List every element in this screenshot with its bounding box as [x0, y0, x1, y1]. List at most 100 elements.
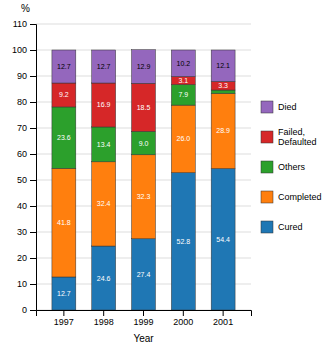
data-label: 7.9	[178, 91, 188, 98]
data-label: 54.4	[216, 236, 230, 243]
data-label: 12.7	[57, 63, 71, 70]
tick-mark	[63, 310, 64, 316]
bar	[132, 50, 156, 84]
tick-label: 80	[17, 97, 27, 107]
data-label: 9.2	[59, 91, 69, 98]
tick-mark	[30, 284, 36, 285]
legend-item: Others	[261, 161, 306, 173]
tick: 40	[17, 201, 36, 211]
tick: 1999	[133, 310, 153, 327]
bar-series	[52, 50, 235, 84]
tick: 0	[22, 305, 36, 315]
plot: 12.7 24.6 27.4 52.8 54.4 41.8 32.4 32.3 26.0 28.9…	[12, 3, 322, 344]
data-label: 10.2	[177, 60, 191, 67]
legend-label: Died	[278, 102, 297, 112]
legend-item: Died	[261, 101, 297, 113]
bar	[92, 246, 116, 310]
legend-swatch	[261, 161, 273, 173]
tick: 1997	[54, 310, 74, 327]
tick-mark	[30, 154, 36, 155]
legend-item: Cured	[261, 221, 303, 233]
grid	[36, 24, 251, 310]
tick: 90	[17, 71, 36, 81]
data-label: 12.9	[137, 63, 151, 70]
y-axis-title: %	[21, 3, 30, 14]
tick: 50	[17, 175, 36, 185]
tick-label: 90	[17, 71, 27, 81]
data-label: 32.3	[137, 193, 151, 200]
legend-item: Failed,Defaulted	[261, 127, 317, 147]
tick-mark	[30, 102, 36, 103]
legend: Died Failed,Defaulted Others Completed Cured	[261, 101, 322, 233]
tick-label: 30	[17, 227, 27, 237]
bar	[171, 85, 195, 106]
bars	[52, 50, 235, 310]
tick-label: 10	[17, 279, 27, 289]
data-labels: 12.7 24.6 27.4 52.8 54.4 41.8 32.4 32.3 26.0 28.9…	[57, 60, 230, 297]
tick-label: 2000	[173, 317, 193, 327]
tick-mark	[30, 310, 36, 311]
data-label: 9.0	[139, 140, 149, 147]
tick-label: 40	[17, 201, 27, 211]
bar	[211, 169, 235, 310]
grid-line	[36, 24, 251, 25]
bar	[52, 83, 76, 107]
bar-series	[52, 77, 235, 132]
bar	[211, 50, 235, 81]
data-label: 24.6	[97, 275, 111, 282]
data-label: 12.7	[97, 63, 111, 70]
data-label: 26.0	[177, 135, 191, 142]
data-label: 41.8	[57, 219, 71, 226]
bar	[92, 162, 116, 246]
tick-label: 60	[17, 149, 27, 159]
bar	[132, 131, 156, 154]
tick-label: 100	[12, 45, 27, 55]
tick: 60	[17, 149, 36, 159]
bar	[92, 127, 116, 162]
tick-label: 110	[13, 19, 27, 29]
bar	[171, 173, 195, 310]
bar	[171, 50, 195, 77]
bar	[211, 90, 235, 93]
data-label: 52.8	[177, 238, 191, 245]
data-label: 3.3	[218, 82, 228, 89]
legend-item: Completed	[261, 191, 322, 203]
tick-mark	[30, 24, 36, 25]
data-label: 3.1	[178, 77, 188, 84]
tick: 1998	[94, 310, 114, 327]
tick: 10	[17, 279, 36, 289]
tick-mark	[183, 310, 184, 316]
tick-mark	[30, 76, 36, 77]
x-axis: 1997 1998 1999 2000 2001	[37, 310, 252, 327]
tick-mark	[103, 310, 104, 316]
data-label: 12.7	[57, 290, 71, 297]
tick: 100	[12, 45, 36, 55]
bar	[171, 105, 195, 173]
tick-mark	[143, 310, 144, 316]
legend-swatch	[261, 221, 273, 233]
bar	[211, 93, 235, 168]
bar	[132, 155, 156, 239]
axis-line	[37, 311, 252, 317]
x-axis-title: Year	[133, 333, 154, 344]
data-label: 32.4	[97, 200, 111, 207]
data-label: 28.9	[216, 127, 230, 134]
legend-label: Completed	[278, 192, 322, 202]
legend-swatch	[261, 191, 273, 203]
tick: 20	[17, 253, 36, 263]
tick-label: 70	[17, 123, 27, 133]
bar	[92, 83, 116, 127]
tick-label: 0	[22, 305, 27, 315]
bar	[52, 50, 76, 83]
tick-mark	[30, 128, 36, 129]
data-label: 13.4	[97, 141, 111, 148]
bar	[132, 83, 156, 131]
tick: 110	[13, 19, 36, 29]
data-label: 27.4	[137, 271, 151, 278]
bar	[52, 107, 76, 168]
legend-label: Others	[278, 162, 306, 172]
tick-label: 20	[17, 253, 27, 263]
tick-mark	[30, 232, 36, 233]
tick-label: 2001	[213, 317, 233, 327]
data-label: 12.1	[216, 62, 230, 69]
